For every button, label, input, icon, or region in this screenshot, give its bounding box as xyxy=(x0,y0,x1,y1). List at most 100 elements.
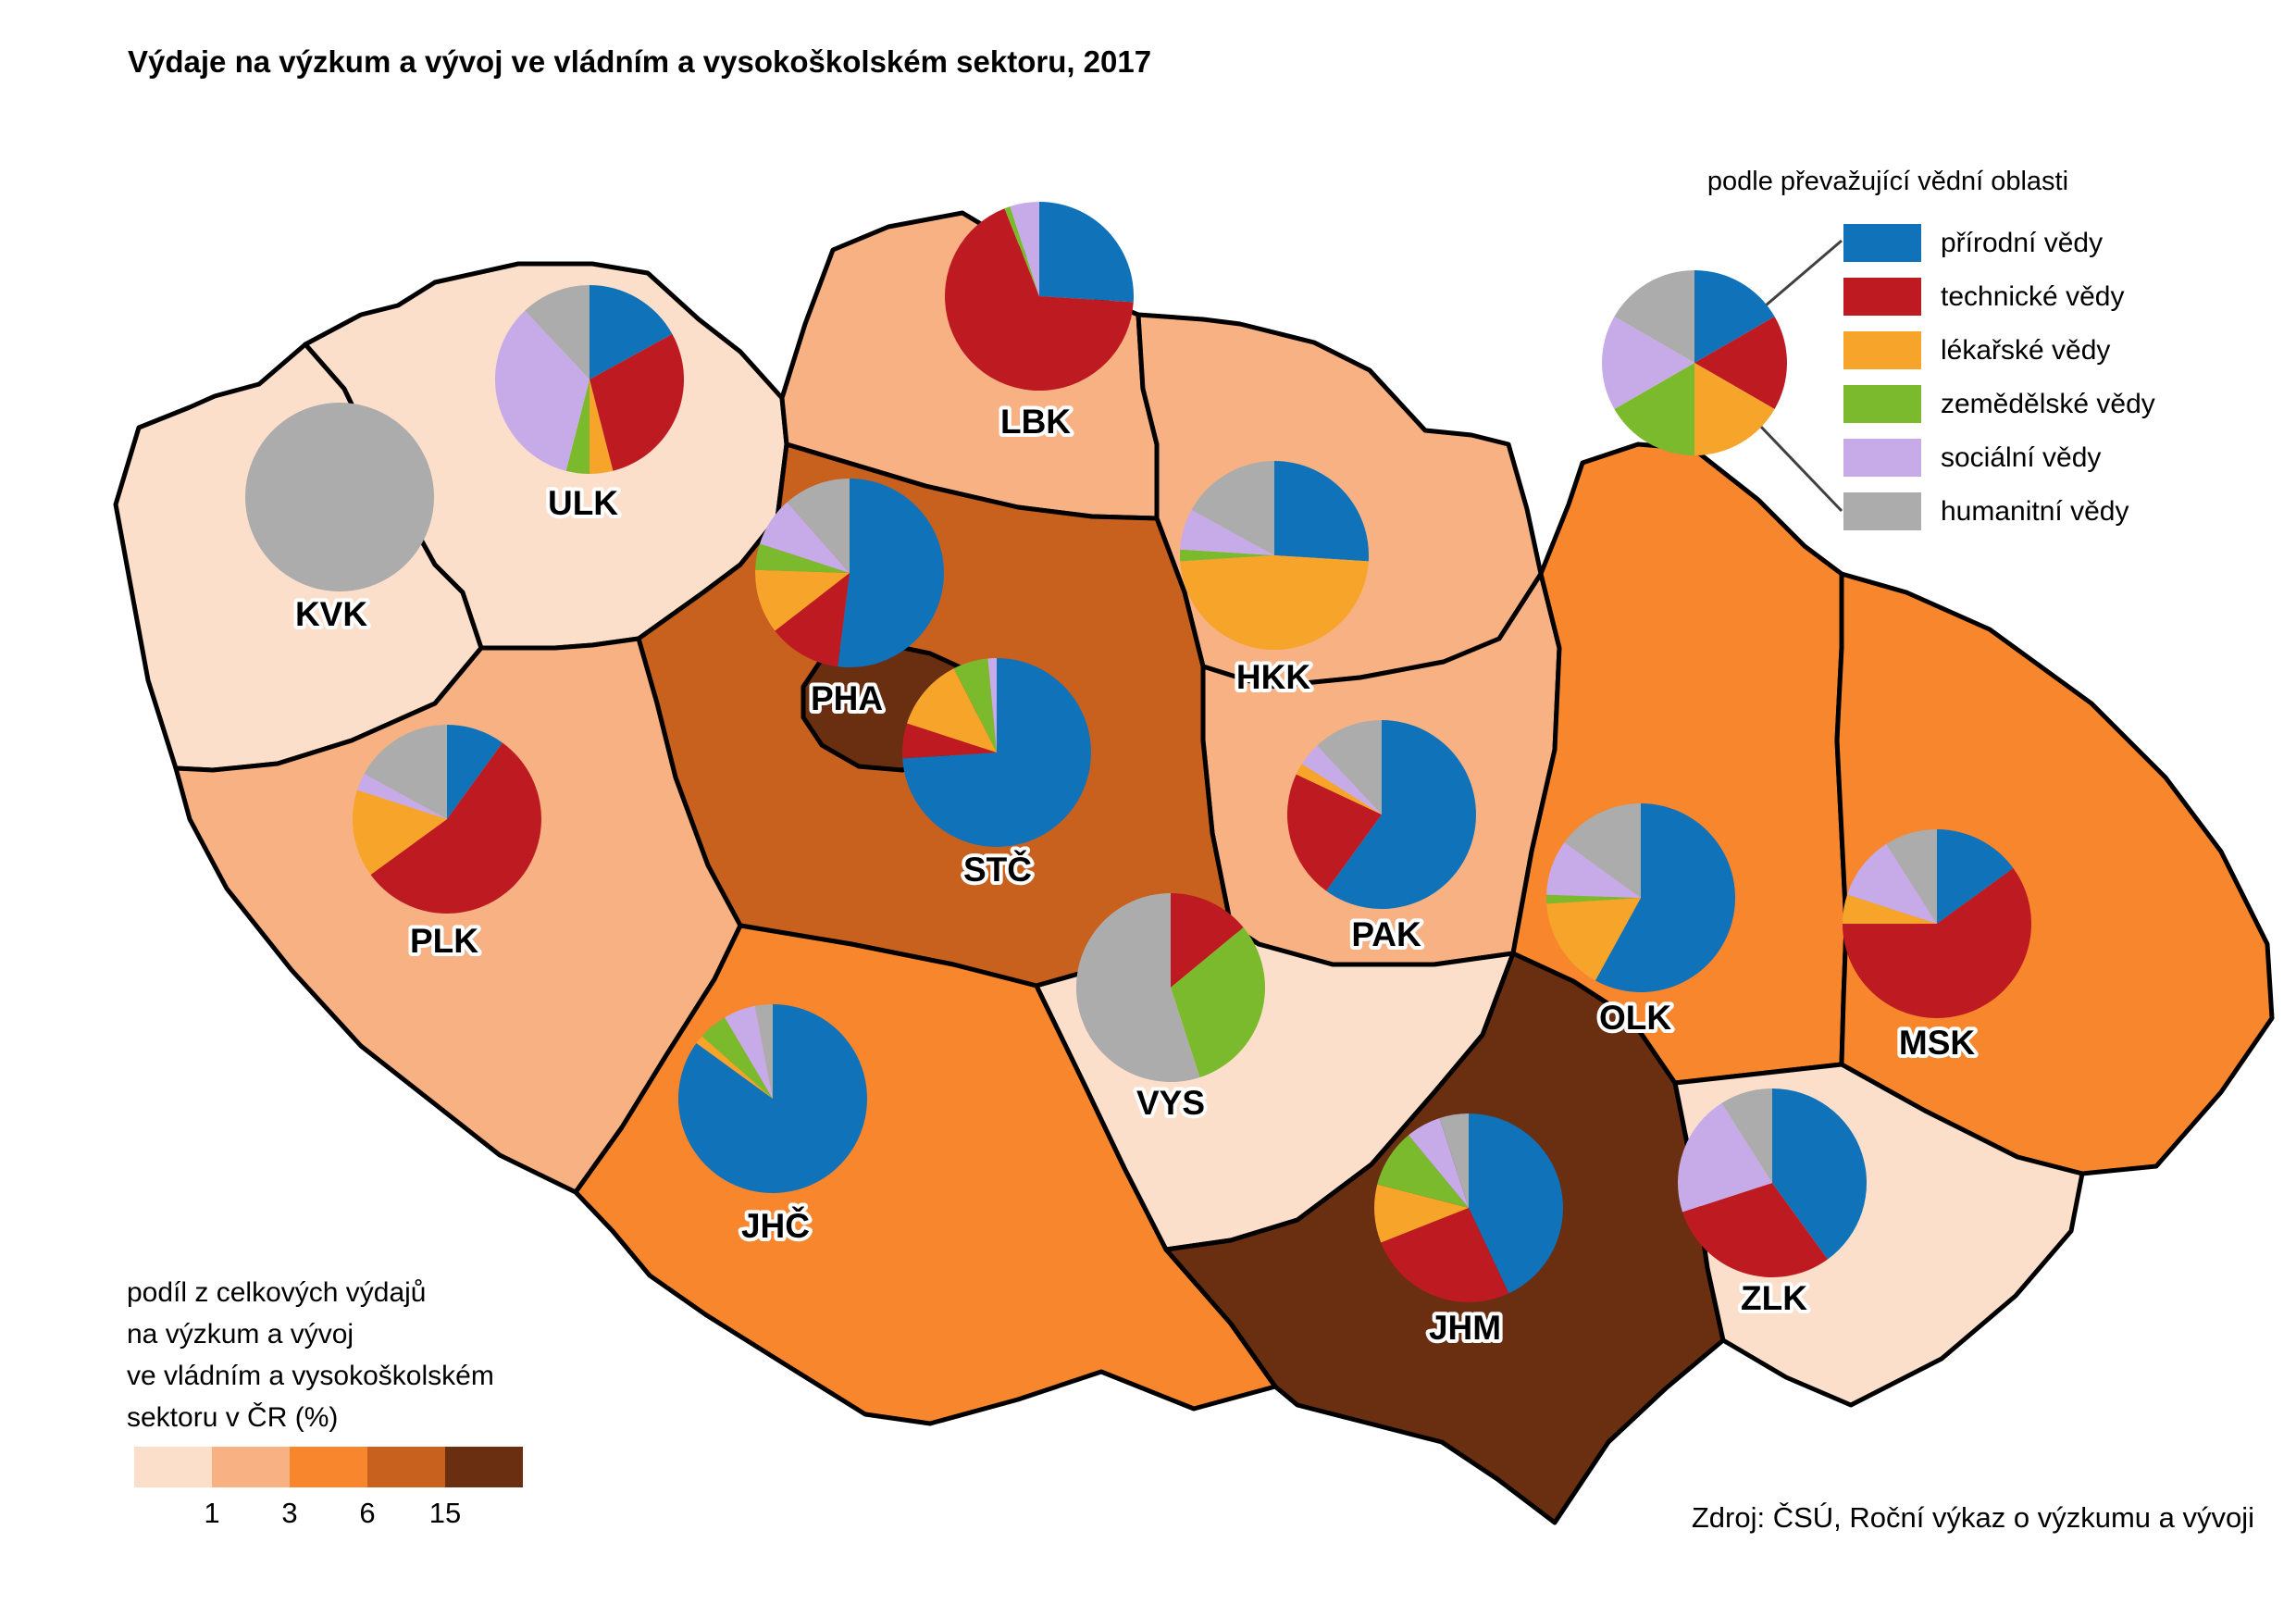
pie-slice xyxy=(1937,829,2014,924)
legend-label-lekarske: lékařské vědy xyxy=(1941,334,2111,366)
pie-slice xyxy=(1180,555,1369,651)
legend-label-humanitni: humanitní vědy xyxy=(1941,495,2129,527)
pie-PAK xyxy=(1286,720,1476,910)
pie-slice xyxy=(902,723,997,759)
legend-item-zemedelske: zemědělské vědy xyxy=(1843,385,2155,423)
pie-slice xyxy=(1772,1088,1868,1260)
scale-tick-6: 6 xyxy=(359,1497,376,1529)
pie-slice xyxy=(1326,720,1476,910)
region-label-PAK: PAK xyxy=(1351,915,1421,953)
pie-OLK xyxy=(1546,803,1736,992)
pie-PHA xyxy=(755,478,944,667)
legend-connector-line xyxy=(1765,239,1843,307)
legend-item-technicke: technické vědy xyxy=(1843,278,2155,316)
pie-slice xyxy=(590,285,673,379)
pie-slice xyxy=(1614,363,1694,455)
legend-item-prirodni: přírodní vědy xyxy=(1843,224,2155,262)
region-MSK xyxy=(1834,571,2275,1176)
pie-JHČ xyxy=(677,1004,867,1194)
pie-slice xyxy=(1694,317,1787,409)
pie-MSK xyxy=(1843,829,2032,1018)
legend-title: podle převažující vědní oblasti xyxy=(1706,167,2069,196)
pie-slice xyxy=(902,658,1091,848)
pie-JHM xyxy=(1374,1113,1563,1302)
pie-slice xyxy=(1886,829,1937,924)
legend-label-zemedelske: zemědělské vědy xyxy=(1941,388,2155,419)
pie-slice xyxy=(1602,317,1694,409)
pie-slice xyxy=(1004,206,1039,296)
region-label-ULK: ULK xyxy=(548,484,618,522)
pie-slice xyxy=(525,285,590,379)
pie-slice xyxy=(1317,720,1382,815)
legend-swatch-technicke xyxy=(1843,278,1921,316)
pie-slice xyxy=(696,1036,773,1099)
scale-tick-1: 1 xyxy=(204,1497,220,1529)
pie-slice xyxy=(1377,1135,1469,1208)
legend-swatch-humanitni xyxy=(1843,492,1921,530)
pie-slice xyxy=(1439,1113,1469,1208)
pie-slice xyxy=(1546,842,1641,898)
region-label-PHA: PHA xyxy=(811,679,883,717)
pie-slice xyxy=(677,1004,867,1194)
scale-tick-3: 3 xyxy=(281,1497,298,1529)
pie-slice xyxy=(760,502,850,573)
pie-HKK xyxy=(1179,461,1370,651)
pie-slice xyxy=(1301,745,1382,815)
pie-slice xyxy=(1843,894,1937,924)
region-label-VYS: VYS xyxy=(1136,1084,1205,1122)
region-label-MSK: MSK xyxy=(1899,1024,1976,1062)
map-pies xyxy=(245,202,2032,1302)
pie-slice xyxy=(1039,202,1135,303)
scale-legend-title: podíl z celkových výdajů na výzkum a vývo… xyxy=(127,1272,494,1438)
pie-slice xyxy=(755,543,850,573)
legend-item-lekarske: lékařské vědy xyxy=(1843,331,2155,369)
pie-slice xyxy=(787,478,850,573)
pie-slice xyxy=(1843,868,2032,1018)
pie-slice xyxy=(1682,1183,1828,1278)
pie-VYS xyxy=(1075,893,1265,1082)
scale-tick-15: 15 xyxy=(428,1497,462,1529)
pie-slice xyxy=(701,1017,773,1099)
legend-swatch-lekarske xyxy=(1843,331,1921,369)
region-label-LBK: LBK xyxy=(1000,403,1071,441)
legend-label-socialni: sociální vědy xyxy=(1941,442,2102,473)
pie-slice xyxy=(1694,270,1775,363)
pie-slice xyxy=(1847,843,1937,924)
pie-slice xyxy=(1171,927,1265,1077)
pie-slice xyxy=(1721,1088,1772,1183)
legend-pie xyxy=(1602,270,1787,455)
legend-swatch-prirodni xyxy=(1843,224,1921,262)
pie-slice xyxy=(590,333,685,471)
region-label-OLK: OLK xyxy=(1599,999,1671,1037)
pie-slice xyxy=(838,479,944,667)
pie-slice xyxy=(1469,1113,1563,1294)
legend-label-technicke: technické vědy xyxy=(1941,280,2125,312)
pie-slice xyxy=(754,1004,773,1099)
pie-slice xyxy=(353,790,447,875)
pie-KVK xyxy=(245,403,434,591)
pie-slice xyxy=(775,573,850,667)
pie-slice xyxy=(1694,363,1775,455)
legend-connector-line xyxy=(1756,422,1843,513)
scale-bin-<1 xyxy=(134,1447,212,1487)
choropleth-scale-bar xyxy=(134,1447,523,1487)
pie-slice xyxy=(1564,803,1641,898)
science-field-legend: podle převažující vědní oblasti přírodní… xyxy=(1629,167,2203,530)
region-label-ZLK: ZLK xyxy=(1741,1279,1807,1317)
region-label-HKK: HKK xyxy=(1236,658,1310,696)
pie-slice xyxy=(1180,509,1274,555)
pie-slice xyxy=(987,658,997,753)
legend-swatch-socialni xyxy=(1843,439,1921,477)
pie-slice xyxy=(1381,1208,1509,1302)
pie-ZLK xyxy=(1678,1088,1868,1278)
pie-slice xyxy=(1409,1118,1469,1208)
legend-swatch-zemedelske xyxy=(1843,385,1921,423)
pie-ULK xyxy=(494,285,685,475)
pie-slice xyxy=(447,725,503,819)
pie-PLK xyxy=(353,725,541,914)
page-title: Výdaje na výzkum a vývoj ve vládním a vy… xyxy=(128,44,1152,79)
pie-slice xyxy=(1374,1184,1469,1243)
scale-bin-3–6 xyxy=(290,1447,367,1487)
pie-slice xyxy=(1546,898,1641,981)
scale-legend-title-line: sektoru v ČR (%) xyxy=(127,1402,339,1433)
